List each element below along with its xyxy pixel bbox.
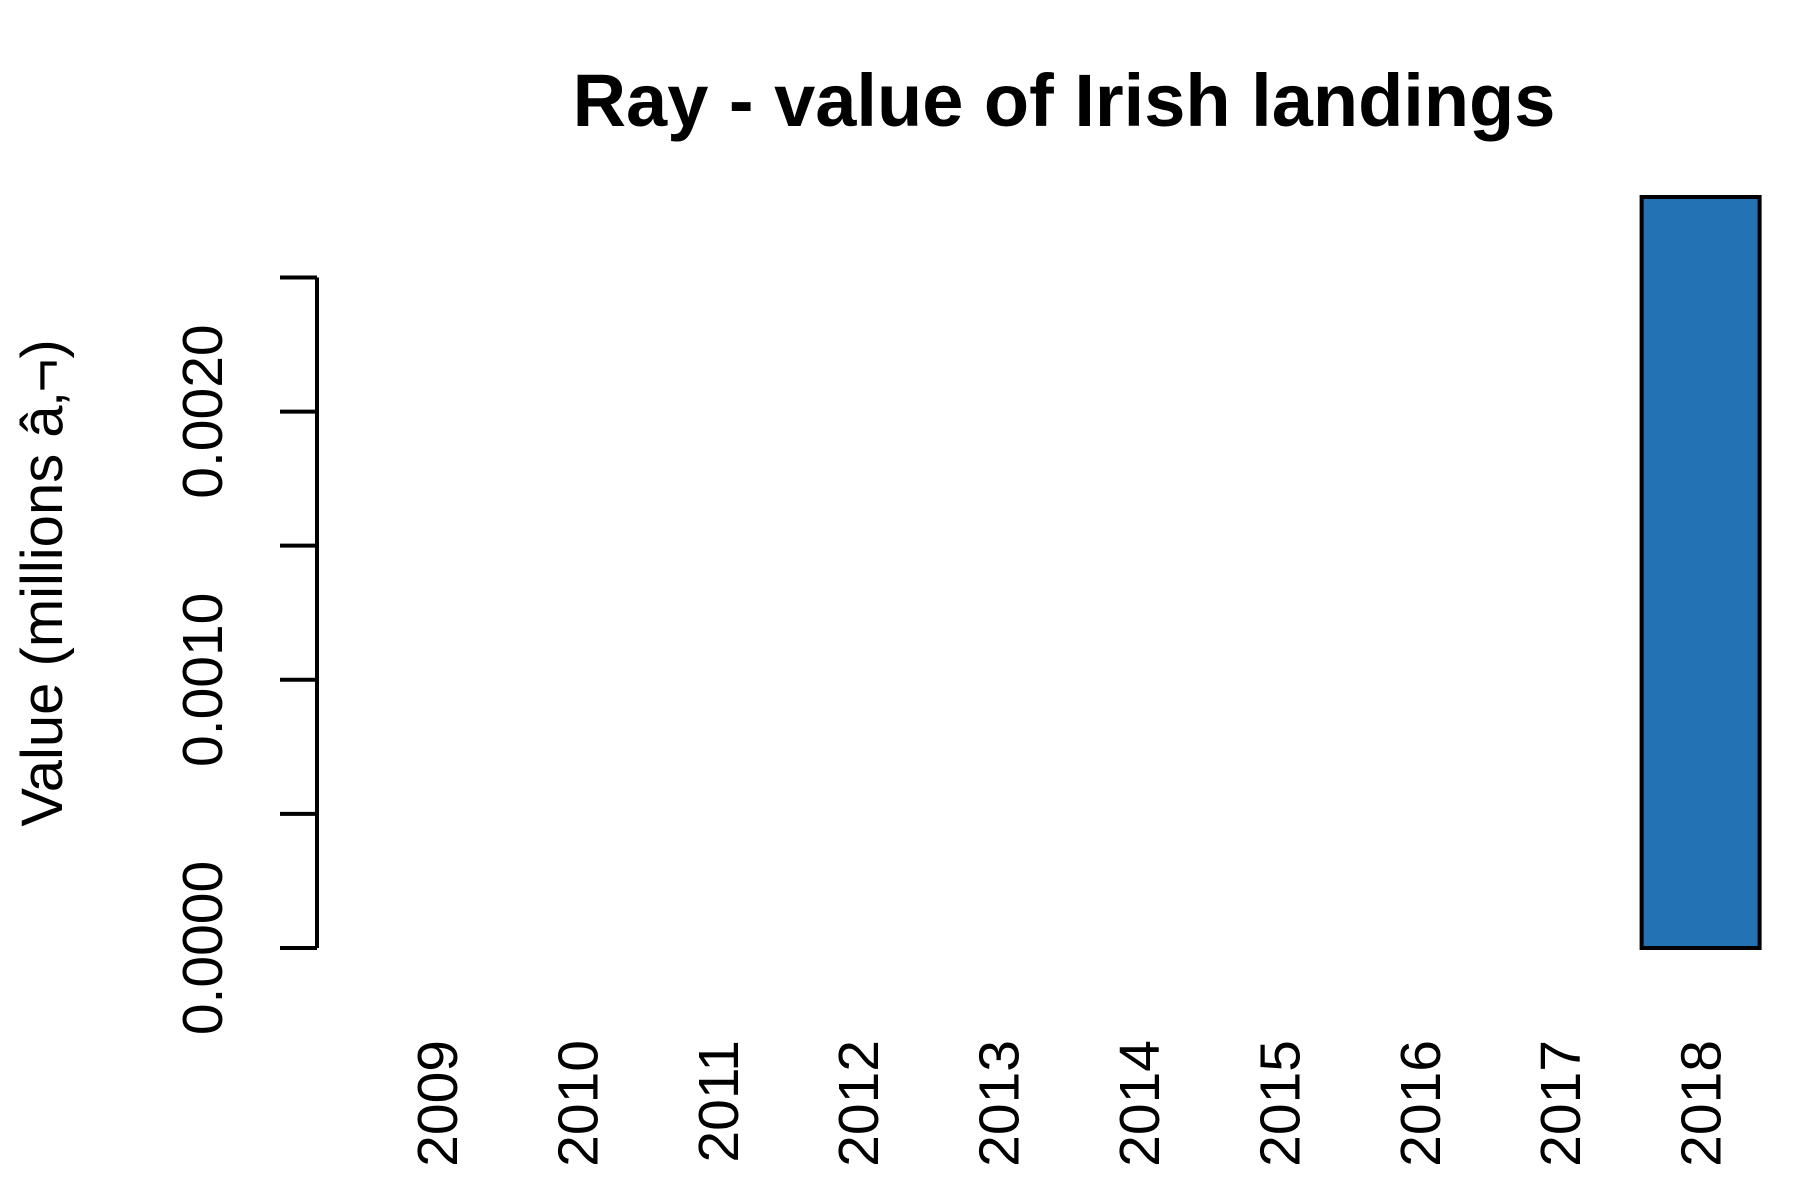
x-tick-label: 2009 [406, 1040, 470, 1167]
y-axis-label: Value (millions â‚¬) [10, 339, 75, 826]
chart-title: Ray - value of Irish landings [573, 59, 1556, 142]
x-tick-label: 2016 [1389, 1040, 1453, 1167]
x-tick-label: 2018 [1670, 1040, 1734, 1167]
x-tick-label: 2017 [1529, 1040, 1593, 1167]
y-tick-label: 0.0020 [171, 324, 235, 498]
y-tick-label: 0.0000 [171, 861, 235, 1035]
x-tick-label: 2010 [546, 1040, 610, 1167]
x-tick-label: 2013 [968, 1040, 1032, 1167]
x-tick-label: 2011 [687, 1040, 751, 1163]
y-tick-label: 0.0010 [171, 593, 235, 767]
x-tick-label: 2012 [827, 1040, 891, 1167]
bar [1639, 195, 1762, 950]
x-tick-label: 2015 [1248, 1040, 1312, 1167]
x-tick-label: 2014 [1108, 1040, 1172, 1167]
